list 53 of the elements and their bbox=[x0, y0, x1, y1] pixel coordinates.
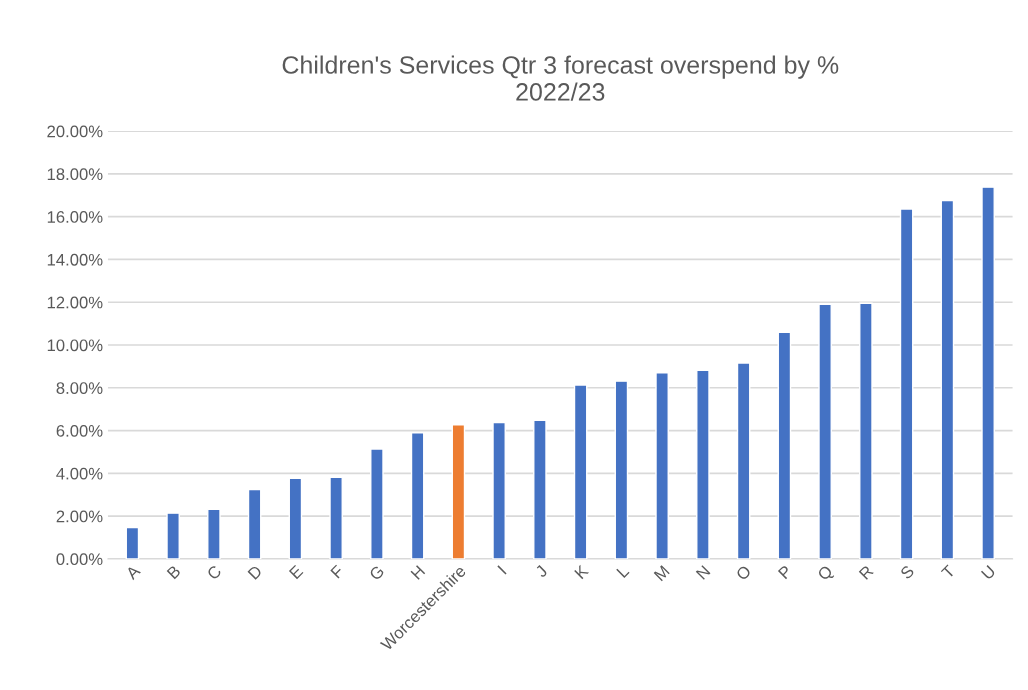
x-tick-label: O bbox=[735, 564, 752, 582]
x-tick-label: I bbox=[497, 565, 507, 575]
bar bbox=[614, 380, 629, 559]
bar bbox=[573, 384, 588, 559]
x-tick-label: Q bbox=[816, 564, 836, 584]
bar bbox=[736, 362, 751, 559]
bar bbox=[247, 488, 262, 559]
x-tick-label: D bbox=[247, 564, 263, 580]
y-tick-label: 14.00% bbox=[47, 253, 103, 266]
bar bbox=[451, 424, 466, 559]
x-tick-label: R bbox=[858, 564, 874, 580]
bar bbox=[899, 208, 914, 559]
x-tick-label: J bbox=[534, 565, 548, 579]
bar bbox=[410, 432, 425, 559]
y-tick-label: 16.00% bbox=[47, 211, 103, 223]
bar bbox=[940, 199, 955, 559]
y-tick-label: 12.00% bbox=[47, 296, 103, 309]
bar bbox=[288, 477, 303, 559]
x-tick-label: T bbox=[940, 564, 956, 580]
x-tick-label: E bbox=[288, 564, 304, 580]
bar bbox=[207, 508, 221, 559]
bar bbox=[859, 302, 873, 559]
x-tick-label: F bbox=[330, 564, 345, 579]
x-tick-label: P bbox=[777, 564, 793, 580]
chart-title: Children's Services Qtr 3 forecast overspend by % 2022/23 bbox=[282, 55, 839, 101]
bar bbox=[492, 421, 506, 559]
y-tick-label: 18.00% bbox=[47, 168, 103, 181]
x-tick-label: C bbox=[206, 564, 223, 581]
y-tick-label: 2.00% bbox=[56, 510, 103, 523]
bar bbox=[655, 372, 669, 559]
y-tick-label: 0.00% bbox=[56, 553, 103, 566]
bar bbox=[533, 419, 547, 559]
bar bbox=[777, 331, 792, 559]
y-tick-label: 20.00% bbox=[47, 125, 103, 138]
x-tick-label: S bbox=[899, 564, 915, 580]
x-tick-label: K bbox=[574, 564, 590, 580]
x-tick-label: M bbox=[653, 565, 670, 582]
x-tick-label: B bbox=[166, 564, 182, 580]
bar bbox=[981, 186, 995, 559]
bar bbox=[818, 303, 832, 559]
bar bbox=[125, 526, 140, 559]
y-tick-label: 8.00% bbox=[56, 382, 103, 394]
bar bbox=[166, 512, 180, 559]
bar bbox=[329, 476, 343, 559]
x-tick-label: L bbox=[616, 564, 630, 578]
y-tick-label: 10.00% bbox=[47, 339, 103, 352]
y-tick-label: 4.00% bbox=[56, 467, 103, 480]
x-tick-label: A bbox=[124, 564, 141, 581]
x-tick-label: N bbox=[695, 565, 711, 580]
y-tick-label: 6.00% bbox=[56, 424, 103, 437]
x-tick-label: U bbox=[980, 565, 996, 581]
bar bbox=[370, 448, 384, 559]
bar bbox=[696, 369, 710, 559]
